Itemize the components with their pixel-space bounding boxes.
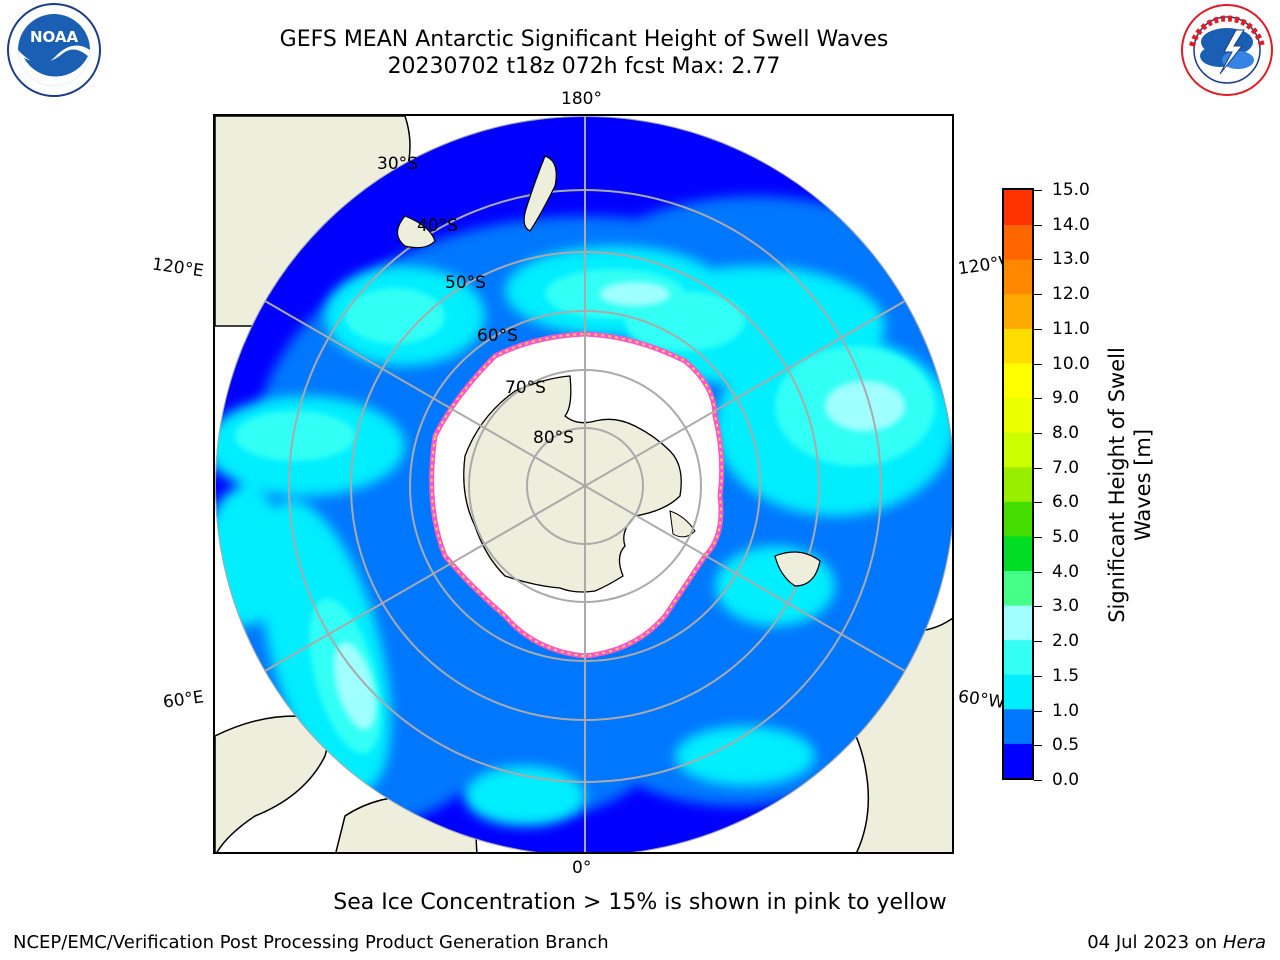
polar-map: 30°S 40°S 50°S 60°S 70°S 80°S (213, 114, 954, 854)
colorbar-svg (1004, 190, 1032, 779)
colorbar-tick-mark (1034, 710, 1042, 712)
colorbar-tick-mark (1034, 745, 1042, 747)
lat-label-70s: 70°S (505, 378, 546, 398)
colorbar-segment (1004, 535, 1032, 571)
colorbar-tick-mark (1034, 537, 1042, 539)
polar-map-svg (215, 116, 952, 852)
lat-label-50s: 50°S (445, 273, 486, 293)
colorbar-segment (1004, 501, 1032, 537)
colorbar-segment (1004, 362, 1032, 399)
sea-ice-caption: Sea Ice Concentration > 15% is shown in … (333, 890, 947, 915)
colorbar-tick-label: 0.0 (1052, 770, 1080, 790)
colorbar-tick-label: 13.0 (1052, 249, 1090, 270)
colorbar (1002, 188, 1034, 780)
colorbar-tick-label: 12.0 (1052, 284, 1090, 305)
map-title: GEFS MEAN Antarctic Significant Height o… (279, 27, 889, 52)
colorbar-segment (1004, 570, 1032, 606)
footer-date-text: 04 Jul 2023 on (1087, 932, 1223, 953)
land-inside (396, 155, 821, 587)
colorbar-tick-mark (1034, 675, 1042, 677)
colorbar-tick-mark (1034, 502, 1042, 504)
colorbar-tick-label: 0.5 (1052, 735, 1080, 756)
colorbar-tick-mark (1034, 780, 1042, 781)
noaa-logo: NOAA (7, 3, 101, 97)
colorbar-tick-label: 15.0 (1052, 180, 1090, 200)
colorbar-tick-mark (1034, 641, 1042, 643)
colorbar-segment (1004, 743, 1032, 779)
colorbar-segment (1004, 259, 1032, 295)
colorbar-tick-label: 7.0 (1052, 457, 1080, 478)
colorbar-tick-mark (1034, 467, 1042, 469)
colorbar-tick-label: 4.0 (1052, 561, 1080, 582)
colorbar-tick-label: 1.5 (1052, 665, 1080, 686)
colorbar-tick-mark (1034, 259, 1042, 261)
colorbar-tick-mark (1034, 363, 1042, 365)
colorbar-segment (1004, 639, 1032, 675)
colorbar-tick-label: 8.0 (1052, 422, 1080, 443)
colorbar-tick-label: 9.0 (1052, 388, 1080, 409)
colorbar-tick-label: 5.0 (1052, 527, 1080, 548)
colorbar-segment (1004, 674, 1032, 710)
colorbar-tick-label: 6.0 (1052, 492, 1080, 513)
swell-20-30 (334, 282, 905, 730)
lon-label-60w: 60°W (956, 686, 1007, 714)
colorbar-segment (1004, 605, 1032, 641)
lat-label-80s: 80°S (533, 428, 574, 448)
colorbar-tick-mark (1034, 606, 1042, 608)
antarctica (463, 375, 682, 593)
colorbar-tick-mark (1034, 224, 1042, 226)
colorbar-title-line1: Significant Height of Swell (1105, 347, 1129, 623)
lat-label-60s: 60°S (477, 326, 518, 346)
colorbar-tick-mark (1034, 294, 1042, 296)
colorbar-tick-mark (1034, 328, 1042, 330)
colorbar-segment (1004, 293, 1032, 329)
colorbar-tick-label: 1.0 (1052, 700, 1080, 721)
colorbar-segment (1004, 466, 1032, 502)
colorbar-title: Significant Height of Swell Waves [m] (1104, 347, 1156, 623)
footer-date: 04 Jul 2023 on Hera (1087, 932, 1266, 953)
colorbar-segment (1004, 397, 1032, 433)
colorbar-segment (1004, 708, 1032, 744)
colorbar-segment (1004, 328, 1032, 364)
footer-machine: Hera (1222, 932, 1266, 953)
colorbar-tick-label: 11.0 (1052, 318, 1090, 339)
map-subtitle: 20230702 t18z 072h fcst Max: 2.77 (387, 54, 781, 79)
colorbar-segment (1004, 190, 1032, 226)
lon-label-120e: 120°E (150, 254, 205, 282)
lon-label-60e: 60°E (161, 687, 206, 713)
colorbar-tick-label: 14.0 (1052, 214, 1090, 235)
nws-logo (1181, 4, 1273, 96)
footer-org: NCEP/EMC/Verification Post Processing Pr… (13, 932, 609, 953)
colorbar-tick-mark (1034, 571, 1042, 573)
colorbar-segment (1004, 432, 1032, 468)
colorbar-tick-mark (1034, 398, 1042, 400)
colorbar-tick-mark (1034, 432, 1042, 434)
noaa-logo-text: NOAA (30, 28, 79, 46)
lon-label-120w: 120°W (956, 252, 1008, 280)
colorbar-tick-label: 10.0 (1052, 353, 1090, 374)
lon-label-0: 0° (572, 858, 592, 878)
meridians (264, 116, 906, 852)
colorbar-tick-label: 3.0 (1052, 596, 1080, 617)
colorbar-tick-label: 2.0 (1052, 631, 1080, 652)
lon-label-180: 180° (561, 89, 602, 109)
colorbar-tick-mark (1034, 190, 1042, 191)
lat-label-40s: 40°S (417, 216, 458, 236)
colorbar-segment (1004, 224, 1032, 260)
lat-label-30s: 30°S (377, 154, 418, 174)
colorbar-title-line2: Waves [m] (1131, 428, 1155, 542)
